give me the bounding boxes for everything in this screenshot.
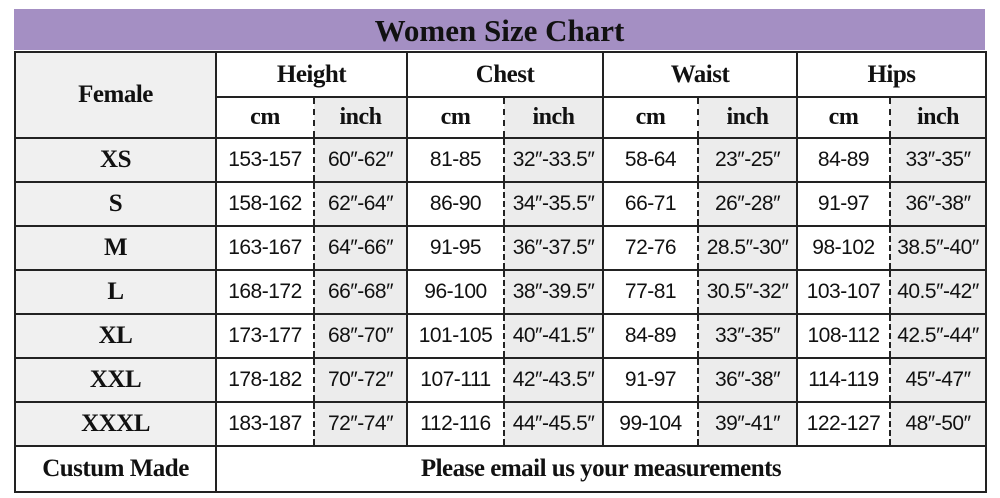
inch-cell: 48″-50″: [889, 401, 987, 447]
inch-cell: 70″-72″: [313, 357, 408, 403]
footer-note: Please email us your measurements: [215, 445, 987, 493]
cm-cell: 114-119: [796, 357, 890, 403]
unit-header-inch: inch: [889, 96, 987, 139]
size-label: XL: [14, 313, 217, 359]
inch-cell: 30.5″-32″: [697, 269, 798, 315]
table-row: XS 153-157 60″-62″ 81-85 32″-33.5″ 58-64 23″-2…: [14, 137, 987, 183]
group-header-height: Height: [215, 51, 408, 98]
inch-cell: 40″-41.5″: [503, 313, 604, 359]
cm-cell: 86-90: [406, 181, 504, 227]
cm-cell: 108-112: [796, 313, 890, 359]
inch-cell: 38.5″-40″: [889, 225, 987, 271]
cm-cell: 99-104: [602, 401, 698, 447]
inch-cell: 33″-35″: [697, 313, 798, 359]
inch-cell: 42″-43.5″: [503, 357, 604, 403]
cm-cell: 112-116: [406, 401, 504, 447]
chart-title: Women Size Chart: [14, 9, 985, 50]
cm-cell: 173-177: [215, 313, 314, 359]
cm-cell: 84-89: [796, 137, 890, 183]
inch-cell: 72″-74″: [313, 401, 408, 447]
inch-cell: 44″-45.5″: [503, 401, 604, 447]
cm-cell: 98-102: [796, 225, 890, 271]
unit-header-cm: cm: [215, 96, 314, 139]
table-row: XXXL 183-187 72″-74″ 112-116 44″-45.5″ 99-104…: [14, 401, 987, 447]
size-table: Female Height Chest Waist Hips cm inch cm i…: [14, 51, 987, 493]
cm-cell: 58-64: [602, 137, 698, 183]
corner-header: Female: [14, 51, 217, 139]
inch-cell: 36″-38″: [697, 357, 798, 403]
cm-cell: 103-107: [796, 269, 890, 315]
inch-cell: 32″-33.5″: [503, 137, 604, 183]
unit-header-cm: cm: [796, 96, 890, 139]
unit-header-inch: inch: [697, 96, 798, 139]
cm-cell: 158-162: [215, 181, 314, 227]
cm-cell: 122-127: [796, 401, 890, 447]
inch-cell: 34″-35.5″: [503, 181, 604, 227]
inch-cell: 66″-68″: [313, 269, 408, 315]
cm-cell: 91-95: [406, 225, 504, 271]
unit-header-inch: inch: [313, 96, 408, 139]
cm-cell: 183-187: [215, 401, 314, 447]
size-label: S: [14, 181, 217, 227]
cm-cell: 96-100: [406, 269, 504, 315]
footer-label: Custum Made: [14, 445, 217, 493]
size-label: XXL: [14, 357, 217, 403]
unit-header-inch: inch: [503, 96, 604, 139]
group-header-chest: Chest: [406, 51, 604, 98]
cm-cell: 101-105: [406, 313, 504, 359]
table-row: XXL 178-182 70″-72″ 107-111 42″-43.5″ 91-97 36…: [14, 357, 987, 403]
inch-cell: 36″-37.5″: [503, 225, 604, 271]
size-label: XS: [14, 137, 217, 183]
size-label: XXXL: [14, 401, 217, 447]
cm-cell: 84-89: [602, 313, 698, 359]
inch-cell: 26″-28″: [697, 181, 798, 227]
cm-cell: 91-97: [602, 357, 698, 403]
group-header-waist: Waist: [602, 51, 798, 98]
cm-cell: 81-85: [406, 137, 504, 183]
inch-cell: 64″-66″: [313, 225, 408, 271]
cm-cell: 72-76: [602, 225, 698, 271]
table-row: S 158-162 62″-64″ 86-90 34″-35.5″ 66-71 26″-28…: [14, 181, 987, 227]
inch-cell: 38″-39.5″: [503, 269, 604, 315]
cm-cell: 163-167: [215, 225, 314, 271]
inch-cell: 68″-70″: [313, 313, 408, 359]
inch-cell: 42.5″-44″: [889, 313, 987, 359]
table-row: M 163-167 64″-66″ 91-95 36″-37.5″ 72-76 28.5″-…: [14, 225, 987, 271]
cm-cell: 153-157: [215, 137, 314, 183]
inch-cell: 40.5″-42″: [889, 269, 987, 315]
inch-cell: 45″-47″: [889, 357, 987, 403]
inch-cell: 23″-25″: [697, 137, 798, 183]
group-header-hips: Hips: [796, 51, 987, 98]
cm-cell: 107-111: [406, 357, 504, 403]
cm-cell: 168-172: [215, 269, 314, 315]
cm-cell: 66-71: [602, 181, 698, 227]
inch-cell: 60″-62″: [313, 137, 408, 183]
inch-cell: 36″-38″: [889, 181, 987, 227]
inch-cell: 28.5″-30″: [697, 225, 798, 271]
inch-cell: 39″-41″: [697, 401, 798, 447]
inch-cell: 62″-64″: [313, 181, 408, 227]
table-row: L 168-172 66″-68″ 96-100 38″-39.5″ 77-81 30.5″…: [14, 269, 987, 315]
cm-cell: 178-182: [215, 357, 314, 403]
size-label: L: [14, 269, 217, 315]
unit-header-cm: cm: [406, 96, 504, 139]
unit-header-cm: cm: [602, 96, 698, 139]
inch-cell: 33″-35″: [889, 137, 987, 183]
size-label: M: [14, 225, 217, 271]
table-row: XL 173-177 68″-70″ 101-105 40″-41.5″ 84-89 33″…: [14, 313, 987, 359]
cm-cell: 77-81: [602, 269, 698, 315]
cm-cell: 91-97: [796, 181, 890, 227]
